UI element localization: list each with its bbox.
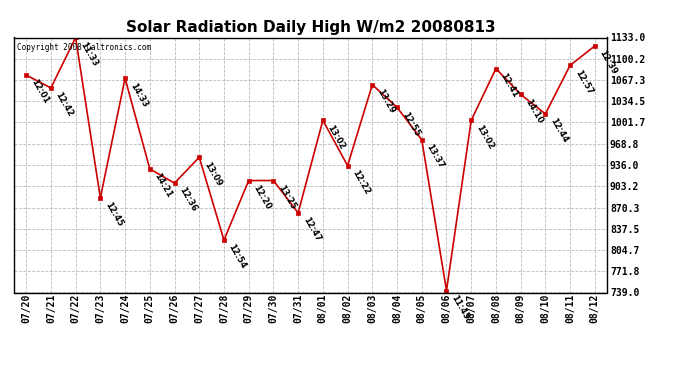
Text: 12:22: 12:22 <box>351 168 372 196</box>
Text: 14:21: 14:21 <box>152 172 174 200</box>
Text: 12:39: 12:39 <box>598 49 619 76</box>
Title: Solar Radiation Daily High W/m2 20080813: Solar Radiation Daily High W/m2 20080813 <box>126 20 495 35</box>
Text: 12:47: 12:47 <box>301 216 322 243</box>
Text: 13:02: 13:02 <box>474 123 495 151</box>
Text: 12:44: 12:44 <box>548 117 569 144</box>
Text: Copyright 2008 Caltronics.com: Copyright 2008 Caltronics.com <box>17 43 151 52</box>
Text: 12:55: 12:55 <box>400 110 421 138</box>
Text: 12:57: 12:57 <box>573 68 594 96</box>
Text: 14:33: 14:33 <box>128 81 149 109</box>
Text: 13:25: 13:25 <box>276 183 297 211</box>
Text: 13:09: 13:09 <box>202 160 223 188</box>
Text: 11:33: 11:33 <box>79 40 99 68</box>
Text: 12:45: 12:45 <box>103 201 124 228</box>
Text: 12:42: 12:42 <box>54 91 75 118</box>
Text: 13:02: 13:02 <box>326 123 347 151</box>
Text: 12:54: 12:54 <box>227 243 248 271</box>
Text: 12:41: 12:41 <box>499 71 520 99</box>
Text: 13:37: 13:37 <box>424 142 446 170</box>
Text: 12:20: 12:20 <box>251 183 273 211</box>
Text: 13:29: 13:29 <box>375 87 396 115</box>
Text: 12:01: 12:01 <box>29 78 50 105</box>
Text: 12:36: 12:36 <box>177 186 199 214</box>
Text: 11:45: 11:45 <box>449 293 471 321</box>
Text: 14:10: 14:10 <box>524 97 544 125</box>
